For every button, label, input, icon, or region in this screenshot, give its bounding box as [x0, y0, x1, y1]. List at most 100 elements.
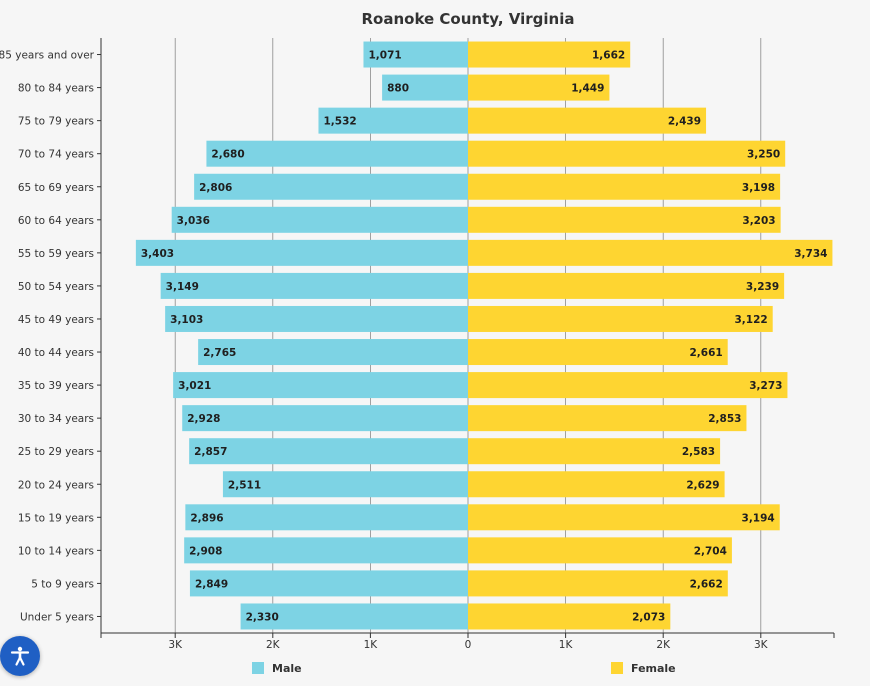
value-label-male: 2,928 [187, 413, 220, 425]
value-label-female: 1,449 [571, 83, 604, 95]
bar-female [468, 272, 785, 299]
bar-male [189, 570, 468, 597]
value-label-female: 2,662 [690, 578, 723, 590]
value-label-female: 2,073 [632, 611, 665, 623]
x-tick-label: 0 [465, 639, 472, 651]
bar-male [222, 471, 468, 498]
category-label: 60 to 64 years [18, 215, 94, 227]
bar-female [468, 206, 781, 233]
category-label: 65 to 69 years [18, 182, 94, 194]
bar-male [189, 438, 468, 465]
accessibility-button[interactable] [0, 636, 40, 676]
value-label-female: 3,239 [746, 281, 779, 293]
category-label: 30 to 34 years [18, 413, 94, 425]
category-label: 55 to 59 years [18, 248, 94, 260]
category-label: 15 to 19 years [18, 512, 94, 524]
value-label-female: 2,704 [694, 545, 727, 557]
category-label: 5 to 9 years [31, 578, 94, 590]
value-label-male: 3,149 [166, 281, 199, 293]
bar-male [240, 603, 468, 630]
value-label-male: 2,857 [194, 446, 227, 458]
x-tick-label: 3K [754, 639, 769, 651]
bar-male [198, 339, 469, 366]
bar-male [173, 372, 469, 399]
value-label-male: 2,511 [228, 479, 261, 491]
category-label: 10 to 14 years [18, 545, 94, 557]
bar-male [206, 140, 468, 167]
category-label: 25 to 29 years [18, 446, 94, 458]
value-label-male: 2,908 [189, 545, 222, 557]
legend: Male Female [252, 662, 676, 675]
bar-female [468, 41, 631, 68]
category-label: 50 to 54 years [18, 281, 94, 293]
value-label-female: 3,122 [734, 314, 767, 326]
axes: 85 years and over 80 to 84 years 75 to 79 … [0, 38, 835, 651]
category-label: 40 to 44 years [18, 347, 94, 359]
x-tick-label: 3K [168, 639, 183, 651]
value-label-female: 3,203 [742, 215, 775, 227]
value-label-male: 2,330 [246, 611, 279, 623]
legend-swatch-female [611, 662, 623, 674]
value-label-male: 2,680 [211, 149, 244, 161]
bar-male [165, 305, 468, 332]
legend-label-male: Male [272, 662, 302, 675]
category-label: 35 to 39 years [18, 380, 94, 392]
bar-female [468, 603, 671, 630]
value-label-male: 880 [387, 83, 409, 95]
bars: 1,071 1,662 880 1,449 1,532 2,439 2,680 3,250 2,… [135, 41, 833, 630]
bar-female [468, 405, 747, 432]
x-tick-label: 1K [364, 639, 379, 651]
value-label-male: 3,103 [170, 314, 203, 326]
value-label-male: 3,021 [178, 380, 211, 392]
value-label-female: 1,662 [592, 50, 625, 62]
value-label-female: 2,661 [689, 347, 722, 359]
bar-male [194, 173, 468, 200]
bar-female [468, 74, 610, 101]
bar-female [468, 438, 721, 465]
category-label: 80 to 84 years [18, 83, 94, 95]
bar-male [182, 405, 468, 432]
value-label-female: 2,629 [686, 479, 719, 491]
category-label: 85 years and over [0, 50, 95, 62]
bar-female [468, 305, 773, 332]
bar-female [468, 140, 786, 167]
bar-male [160, 272, 468, 299]
bar-male [363, 41, 468, 68]
category-label: 70 to 74 years [18, 149, 94, 161]
bar-female [468, 537, 732, 564]
value-label-female: 3,198 [742, 182, 775, 194]
bar-male [184, 537, 468, 564]
x-tick-label: 2K [266, 639, 281, 651]
legend-label-female: Female [631, 662, 676, 675]
x-tick-label: 2K [656, 639, 671, 651]
value-label-male: 1,532 [323, 116, 356, 128]
value-label-male: 3,036 [177, 215, 210, 227]
bar-female [468, 107, 707, 134]
accessibility-icon [10, 646, 30, 666]
bar-male [185, 504, 468, 531]
value-label-female: 3,250 [747, 149, 780, 161]
bar-male [318, 107, 468, 134]
x-tick-label: 1K [559, 639, 574, 651]
value-label-female: 2,439 [668, 116, 701, 128]
bar-female [468, 173, 781, 200]
category-label: Under 5 years [20, 611, 94, 623]
value-label-male: 2,849 [195, 578, 228, 590]
chart-title: Roanoke County, Virginia [361, 10, 574, 28]
value-label-male: 2,806 [199, 182, 232, 194]
value-label-female: 2,853 [708, 413, 741, 425]
bar-female [468, 504, 780, 531]
value-label-female: 3,194 [742, 512, 775, 524]
bar-female [468, 471, 725, 498]
value-label-female: 2,583 [682, 446, 715, 458]
category-label: 75 to 79 years [18, 116, 94, 128]
gridlines [174, 38, 762, 633]
value-label-male: 1,071 [368, 50, 401, 62]
legend-swatch-male [252, 662, 264, 674]
bar-male [171, 206, 468, 233]
value-label-male: 2,765 [203, 347, 236, 359]
category-label: 20 to 24 years [18, 479, 94, 491]
value-label-female: 3,273 [749, 380, 782, 392]
